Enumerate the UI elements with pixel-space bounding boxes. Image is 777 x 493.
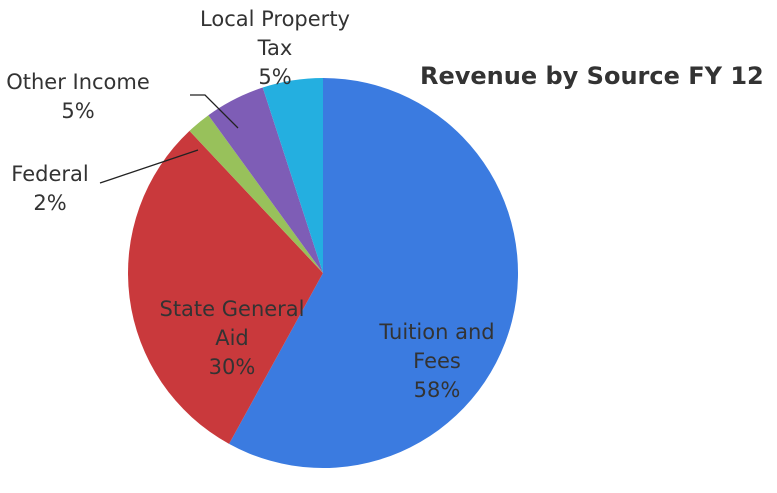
pie-slice	[128, 130, 323, 444]
slice-label: State General Aid 30%	[142, 295, 322, 382]
category-label: Tuition and Fees	[379, 320, 495, 373]
pie-slice	[262, 78, 323, 273]
value-label: 5%	[258, 65, 292, 89]
category-label: Local Property Tax	[200, 7, 350, 60]
value-label: 58%	[413, 378, 461, 402]
slice-label: Other Income 5%	[0, 68, 178, 126]
pie-slice	[189, 115, 323, 273]
slice-label: Federal 2%	[0, 160, 110, 218]
value-label: 5%	[61, 99, 95, 123]
leader-line	[190, 94, 239, 129]
value-label: 30%	[208, 355, 256, 379]
pie-slice	[208, 87, 323, 273]
chart-title: Revenue by Source FY 12	[420, 62, 764, 90]
category-label: Other Income	[6, 70, 150, 94]
category-label: State General Aid	[159, 297, 305, 350]
category-label: Federal	[11, 162, 89, 186]
slice-label: Local Property Tax 5%	[180, 5, 370, 92]
slice-label: Tuition and Fees 58%	[367, 318, 507, 405]
leader-line	[99, 149, 199, 184]
value-label: 2%	[33, 191, 67, 215]
pie-slice	[229, 78, 518, 468]
